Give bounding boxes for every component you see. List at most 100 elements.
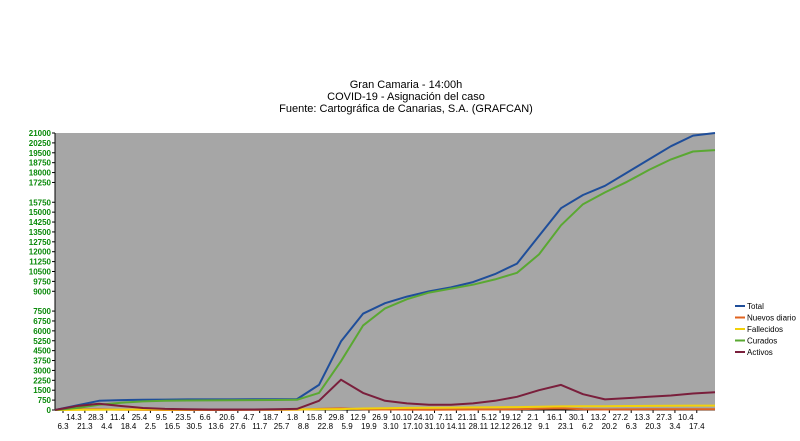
x-tick-label: 4.7 bbox=[243, 413, 255, 422]
x-tick-label: 18.4 bbox=[121, 422, 137, 431]
x-tick-label: 27.3 bbox=[656, 413, 672, 422]
series-line-activos bbox=[54, 378, 716, 411]
plot-area bbox=[55, 133, 715, 410]
y-tick-label: 7500 bbox=[33, 307, 51, 316]
y-tick-label: 19500 bbox=[29, 149, 52, 158]
x-tick-label: 23.1 bbox=[558, 422, 574, 431]
x-tick-label: 13.6 bbox=[208, 422, 224, 431]
x-tick-label: 27.2 bbox=[612, 413, 628, 422]
legend-label: Total bbox=[747, 302, 764, 311]
x-tick-label: 8.8 bbox=[298, 422, 310, 431]
x-tick-label: 5.12 bbox=[481, 413, 497, 422]
x-tick-label: 20.3 bbox=[645, 422, 661, 431]
x-tick-label: 25.4 bbox=[132, 413, 148, 422]
x-tick-label: 25.7 bbox=[274, 422, 290, 431]
x-tick-label: 16.5 bbox=[164, 422, 180, 431]
chart-subtitle: COVID-19 - Asignación del caso bbox=[327, 91, 485, 103]
x-tick-label: 24.10 bbox=[414, 413, 435, 422]
legend-label: Nuevos diario bbox=[747, 314, 796, 323]
y-tick-label: 3750 bbox=[33, 357, 51, 366]
x-tick-label: 19.12 bbox=[501, 413, 522, 422]
y-tick-label: 11250 bbox=[29, 258, 51, 267]
y-axis: 0750150022503000375045005250600067507500… bbox=[29, 129, 56, 415]
x-tick-label: 5.9 bbox=[342, 422, 354, 431]
x-tick-label: 9.1 bbox=[538, 422, 550, 431]
x-tick-label: 26.12 bbox=[512, 422, 533, 431]
x-tick-label: 17.10 bbox=[403, 422, 424, 431]
y-tick-label: 12000 bbox=[29, 248, 52, 257]
y-tick-label: 3000 bbox=[33, 366, 51, 375]
y-tick-label: 9000 bbox=[33, 287, 51, 296]
chart-title: Gran Camaria - 14:00h bbox=[350, 79, 463, 91]
x-tick-label: 2.1 bbox=[527, 413, 539, 422]
x-tick-label: 30.5 bbox=[186, 422, 202, 431]
x-tick-label: 21.3 bbox=[77, 422, 93, 431]
x-tick-label: 23.5 bbox=[175, 413, 191, 422]
series-lines bbox=[54, 132, 716, 411]
y-tick-label: 12750 bbox=[29, 238, 52, 247]
x-tick-label: 10.4 bbox=[678, 413, 694, 422]
x-tick-label: 11.4 bbox=[110, 413, 126, 422]
x-tick-label: 22.8 bbox=[317, 422, 333, 431]
x-tick-label: 6.2 bbox=[582, 422, 594, 431]
y-tick-label: 1500 bbox=[33, 386, 51, 395]
y-tick-label: 15750 bbox=[29, 198, 52, 207]
x-tick-label: 29.8 bbox=[328, 413, 344, 422]
y-tick-label: 5250 bbox=[33, 337, 51, 346]
chart-source: Fuente: Cartográfica de Canarias, S.A. (… bbox=[279, 103, 533, 115]
y-tick-label: 20250 bbox=[29, 139, 52, 148]
x-tick-label: 16.1 bbox=[547, 413, 563, 422]
x-tick-label: 12.9 bbox=[350, 413, 366, 422]
y-tick-label: 15000 bbox=[29, 208, 52, 217]
y-tick-label: 6750 bbox=[33, 317, 51, 326]
y-tick-label: 4500 bbox=[33, 347, 51, 356]
x-tick-label: 13.3 bbox=[634, 413, 650, 422]
y-tick-label: 14250 bbox=[29, 218, 52, 227]
x-tick-label: 30.1 bbox=[569, 413, 585, 422]
x-tick-label: 9.5 bbox=[156, 413, 168, 422]
legend-label: Curados bbox=[747, 337, 777, 346]
x-tick-label: 10.10 bbox=[392, 413, 413, 422]
y-tick-label: 13500 bbox=[29, 228, 52, 237]
x-tick-label: 14.3 bbox=[66, 413, 82, 422]
x-tick-label: 11.7 bbox=[252, 422, 268, 431]
x-tick-label: 15.8 bbox=[307, 413, 323, 422]
x-tick-label: 2.5 bbox=[145, 422, 157, 431]
legend-label: Fallecidos bbox=[747, 325, 783, 334]
x-tick-label: 3.10 bbox=[383, 422, 399, 431]
chart-titles: Gran Camaria - 14:00h COVID-19 - Asignac… bbox=[279, 79, 533, 115]
x-tick-label: 6.3 bbox=[626, 422, 638, 431]
y-tick-label: 18750 bbox=[29, 159, 52, 168]
x-tick-label: 20.6 bbox=[219, 413, 235, 422]
x-tick-label: 28.3 bbox=[88, 413, 104, 422]
legend-label: Activos bbox=[747, 348, 773, 357]
x-tick-label: 18.7 bbox=[263, 413, 279, 422]
y-tick-label: 0 bbox=[47, 406, 52, 415]
x-tick-label: 3.4 bbox=[669, 422, 681, 431]
x-tick-label: 20.2 bbox=[602, 422, 618, 431]
y-tick-label: 2250 bbox=[33, 376, 51, 385]
x-tick-label: 31.10 bbox=[425, 422, 446, 431]
y-tick-label: 6000 bbox=[33, 327, 51, 336]
x-tick-label: 14.11 bbox=[447, 422, 467, 431]
y-tick-label: 17250 bbox=[29, 178, 52, 187]
y-tick-label: 10500 bbox=[29, 268, 52, 277]
x-axis: 6.3 21.3 4.4 18.4 2.5 16.5 30.5 13.6 27.6 11.7 25.… bbox=[55, 409, 715, 431]
x-tick-label: 19.9 bbox=[361, 422, 377, 431]
x-tick-label: 21.11 bbox=[458, 413, 478, 422]
x-tick-label: 4.4 bbox=[101, 422, 113, 431]
series-line-curados bbox=[54, 149, 716, 411]
y-tick-label: 9750 bbox=[33, 277, 51, 286]
x-tick-label: 7.11 bbox=[438, 413, 454, 422]
series-line-total bbox=[54, 132, 716, 411]
x-tick-label: 1.8 bbox=[287, 413, 299, 422]
x-tick-label: 17.4 bbox=[689, 422, 705, 431]
y-tick-label: 750 bbox=[38, 396, 52, 405]
x-tick-label: 28.11 bbox=[469, 422, 489, 431]
x-tick-label: 12.12 bbox=[490, 422, 511, 431]
y-tick-label: 18000 bbox=[29, 169, 52, 178]
legend: Total Nuevos diario Fallecidos Curados Activ… bbox=[735, 302, 796, 357]
y-tick-label: 21000 bbox=[29, 129, 52, 138]
x-tick-label: 27.6 bbox=[230, 422, 246, 431]
